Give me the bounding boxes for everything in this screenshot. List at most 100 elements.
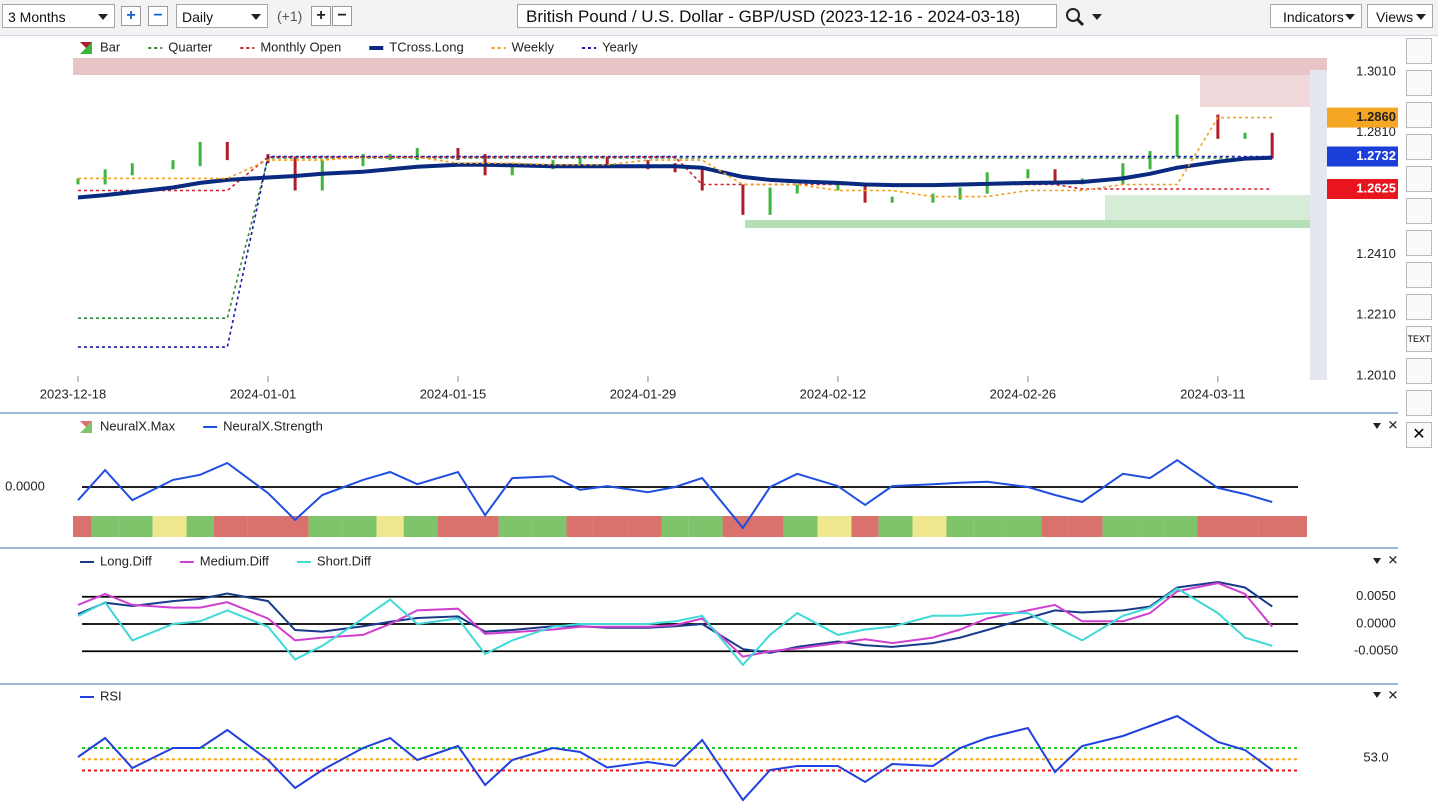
offset-minus[interactable]: − [332,6,352,26]
symbol-title[interactable]: British Pound / U.S. Dollar - GBP/USD (2… [517,4,1057,28]
y-tick-label: 1.2410 [1356,246,1396,261]
indicators-button[interactable]: Indicators [1270,4,1362,28]
state-cell [783,516,818,537]
tool-note[interactable] [1406,262,1432,288]
tool-fib[interactable] [1406,166,1432,192]
panel-close[interactable]: ✕ [1388,417,1399,432]
price-bar [931,193,935,203]
level-label-box [1327,179,1398,200]
price-bar [456,148,460,161]
price-bar [1270,132,1274,159]
legend-label: NeuralX.Strength [223,418,323,433]
y-tick-label: 0.0000 [5,478,45,493]
tool-line[interactable] [1406,38,1432,64]
legend-label: RSI [100,688,122,703]
price-bar [225,141,229,161]
series-line [77,155,1273,200]
tool-text[interactable]: TEXT [1406,326,1432,352]
state-cell [91,516,119,537]
state-cell [1163,516,1198,537]
zoom-in[interactable]: + [121,6,141,26]
state-cell [1258,516,1307,537]
state-cell [532,516,567,537]
state-cell [851,516,879,537]
panel-controls: ✕ ✕ ✕ [1373,417,1398,702]
price-bar [103,169,107,185]
state-cell [498,516,533,537]
state-cell [1136,516,1164,537]
offset: (+1) [277,8,303,24]
state-cell [566,516,594,537]
tool-circle[interactable] [1406,390,1432,416]
state-cell [946,516,974,537]
price-bar [836,184,840,191]
panel-close[interactable]: ✕ [1388,552,1399,567]
state-cell [912,516,947,537]
tool-cross[interactable] [1406,230,1432,256]
level-label: 1.2860 [1356,109,1396,124]
state-cell [627,516,662,537]
price-bar [768,187,772,215]
price-panel [73,58,1327,403]
price-bar [510,163,514,176]
state-cell [1231,516,1259,537]
support-zone [1105,195,1327,220]
level-label-box [1327,107,1398,128]
price-bar [198,141,202,167]
scroll-track [1310,70,1327,380]
state-cell [1197,516,1232,537]
state-cell [186,516,214,537]
resistance-zone [1200,75,1327,107]
legend-label: Medium.Diff [200,553,270,568]
state-cell [247,516,282,537]
x-tick-label: 2023-12-18 [40,386,107,401]
state-cell [688,516,723,537]
state-cell [437,516,472,537]
y-tick-label: 1.2210 [1356,307,1396,322]
search-icon[interactable] [1064,6,1104,28]
price-bar [863,184,867,203]
offset-plus[interactable]: + [311,6,331,26]
tool-vline[interactable] [1406,70,1432,96]
price-bar [1053,169,1057,185]
price-bar [1148,151,1152,170]
tool-rect[interactable] [1406,358,1432,384]
period-select[interactable]: 3 Months [2,4,115,28]
tool-channel[interactable] [1406,134,1432,160]
state-cell [973,516,1008,537]
price-bar [741,184,745,215]
price-bar [700,166,704,191]
y-tick-label: 0.0050 [1356,588,1396,603]
tool-ray[interactable] [1406,198,1432,224]
series-line [78,116,1273,198]
panel-close[interactable]: ✕ [1388,687,1399,702]
price-bar [795,184,799,194]
tool-delete[interactable]: ✕ [1406,422,1432,448]
state-cell [1102,516,1137,537]
views-button[interactable]: Views [1367,4,1433,28]
series-line [78,155,1273,348]
price-bar [578,157,582,167]
legend-label: Yearly [602,39,638,54]
state-cell [1068,516,1103,537]
interval-select[interactable]: Daily [176,4,268,28]
series-line [78,156,1273,192]
state-cell [878,516,913,537]
legend-label: TCross.Long [389,39,463,54]
y-tick-label: 0.0000 [1356,615,1396,630]
x-tick-label: 2024-01-15 [420,386,487,401]
panel-menu[interactable] [1373,423,1381,429]
zoom-out[interactable]: − [148,6,168,26]
series-line [77,582,1273,658]
y-tick-label: 1.2010 [1356,367,1396,382]
panel-menu[interactable] [1373,692,1381,698]
price-bar [171,160,175,170]
price-bar [890,196,894,203]
tool-wave[interactable] [1406,294,1432,320]
panel-menu[interactable] [1373,558,1381,564]
state-cell [471,516,499,537]
tool-hline[interactable] [1406,102,1432,128]
y-tick-label: 1.2810 [1356,124,1396,139]
